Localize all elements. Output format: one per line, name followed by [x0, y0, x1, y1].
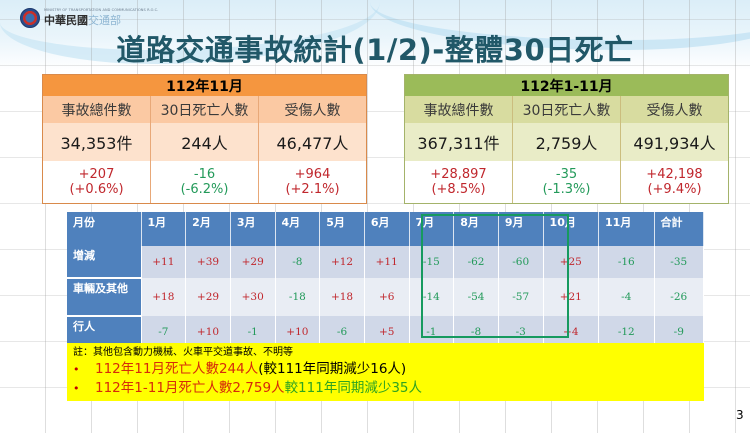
- table-cell: -7: [141, 316, 187, 348]
- table-cell: +21: [543, 278, 600, 316]
- injury-count-value: 46,477人: [259, 123, 366, 161]
- column-label: 30日死亡人數: [513, 96, 621, 123]
- table-cell: -1: [230, 316, 276, 348]
- page-number: 3: [736, 408, 744, 422]
- table-cell: -60: [498, 246, 544, 278]
- column-header: 4月: [275, 212, 321, 246]
- header-background: [0, 0, 750, 70]
- column-header: 9月: [498, 212, 544, 246]
- table-cell: +6: [364, 278, 410, 316]
- footnote: 註：其他包含動力機械、火車平交道事故、不明等: [73, 347, 293, 358]
- bullet-icon: •: [73, 363, 80, 376]
- note-box: 註：其他包含動力機械、火車平交道事故、不明等 • 112年11月死亡人數244人…: [67, 343, 704, 401]
- summary-panel-year-to-date: 112年1-11月 事故總件數 30日死亡人數 受傷人數 367,311件 2,…: [404, 74, 729, 204]
- injury-count-value: 491,934人: [621, 123, 728, 161]
- table-row: 增減 +11 +39 +29 -8 +12 +11 -15 -62 -60 +25 -16 -35: [67, 246, 705, 279]
- table-cell: -15: [409, 246, 455, 278]
- accident-count-value: 34,353件: [43, 123, 151, 161]
- table-cell: -16: [598, 246, 655, 278]
- accident-change: +207 (+0.6%): [43, 161, 151, 203]
- column-header: 月份: [67, 212, 142, 246]
- table-header-row: 月份 1月 2月 3月 4月 5月 6月 7月 8月 9月 10月 11月 合計: [67, 212, 705, 246]
- table-cell: -6: [319, 316, 365, 348]
- table-cell: +18: [319, 278, 365, 316]
- column-header: 3月: [230, 212, 276, 246]
- column-header: 5月: [319, 212, 365, 246]
- column-header: 8月: [453, 212, 499, 246]
- table-cell: -62: [453, 246, 499, 278]
- column-label: 事故總件數: [43, 96, 151, 123]
- emblem-icon: [20, 8, 40, 28]
- table-cell: -8: [275, 246, 321, 278]
- table-cell: -26: [654, 278, 705, 316]
- column-header: 合計: [654, 212, 705, 246]
- injury-change: +964 (+2.1%): [259, 161, 366, 203]
- row-label: 車輛及其他: [67, 278, 142, 317]
- table-row: 車輛及其他 +18 +29 +30 -18 +18 +6 -14 -54 -57 +21 -4 -26: [67, 278, 705, 317]
- page-title: 道路交通事故統計(1/2)-整體30日死亡: [116, 33, 634, 67]
- column-header: 7月: [409, 212, 455, 246]
- row-label: 增減: [67, 246, 142, 279]
- column-label: 受傷人數: [259, 96, 366, 123]
- table-cell: -35: [654, 246, 705, 278]
- table-cell: +10: [185, 316, 231, 348]
- column-header: 10月: [543, 212, 600, 246]
- table-cell: -1: [409, 316, 455, 348]
- table-cell: +29: [230, 246, 276, 278]
- column-header: 1月: [141, 212, 187, 246]
- accident-change: +28,897 (+8.5%): [405, 161, 513, 203]
- death-count-value: 2,759人: [513, 123, 621, 161]
- logo-english-text: MINISTRY OF TRANSPORTATION AND COMMUNICA…: [44, 8, 159, 12]
- table-cell: +5: [364, 316, 410, 348]
- column-header: 11月: [598, 212, 655, 246]
- death-change: -16 (-6.2%): [151, 161, 259, 203]
- note-line-monthly: • 112年11月死亡人數244人 (較111年同期減少16人): [73, 361, 407, 377]
- column-label: 受傷人數: [621, 96, 728, 123]
- table-cell: +4: [543, 316, 600, 348]
- column-header: 6月: [364, 212, 410, 246]
- column-header: 2月: [185, 212, 231, 246]
- table-cell: -4: [598, 278, 655, 316]
- accident-count-value: 367,311件: [405, 123, 513, 161]
- injury-change: +42,198 (+9.4%): [621, 161, 728, 203]
- note-line-ytd: • 112年1-11月死亡人數2,759人 較111年同期減少35人: [73, 380, 423, 396]
- table-cell: -12: [598, 316, 655, 348]
- table-cell: -54: [453, 278, 499, 316]
- panel-title: 112年11月: [43, 75, 366, 96]
- table-cell: +39: [185, 246, 231, 278]
- summary-panel-november: 112年11月 事故總件數 30日死亡人數 受傷人數 34,353件 244人 …: [42, 74, 367, 204]
- ministry-logo: MINISTRY OF TRANSPORTATION AND COMMUNICA…: [20, 8, 158, 28]
- table-cell: +11: [364, 246, 410, 278]
- table-cell: +25: [543, 246, 600, 278]
- panel-title: 112年1-11月: [405, 75, 728, 96]
- table-cell: -57: [498, 278, 544, 316]
- table-cell: +12: [319, 246, 365, 278]
- table-cell: +11: [141, 246, 187, 278]
- table-cell: -9: [654, 316, 705, 348]
- bullet-icon: •: [73, 382, 80, 395]
- table-cell: +29: [185, 278, 231, 316]
- table-cell: -8: [453, 316, 499, 348]
- table-cell: +30: [230, 278, 276, 316]
- column-label: 30日死亡人數: [151, 96, 259, 123]
- monthly-change-table: 月份 1月 2月 3月 4月 5月 6月 7月 8月 9月 10月 11月 合計…: [67, 212, 705, 349]
- table-cell: +18: [141, 278, 187, 316]
- logo-chinese-text: 中華民國交通部: [44, 14, 121, 27]
- table-cell: -18: [275, 278, 321, 316]
- table-cell: -14: [409, 278, 455, 316]
- death-change: -35 (-1.3%): [513, 161, 621, 203]
- table-cell: +10: [275, 316, 321, 348]
- death-count-value: 244人: [151, 123, 259, 161]
- column-label: 事故總件數: [405, 96, 513, 123]
- table-cell: -3: [498, 316, 544, 348]
